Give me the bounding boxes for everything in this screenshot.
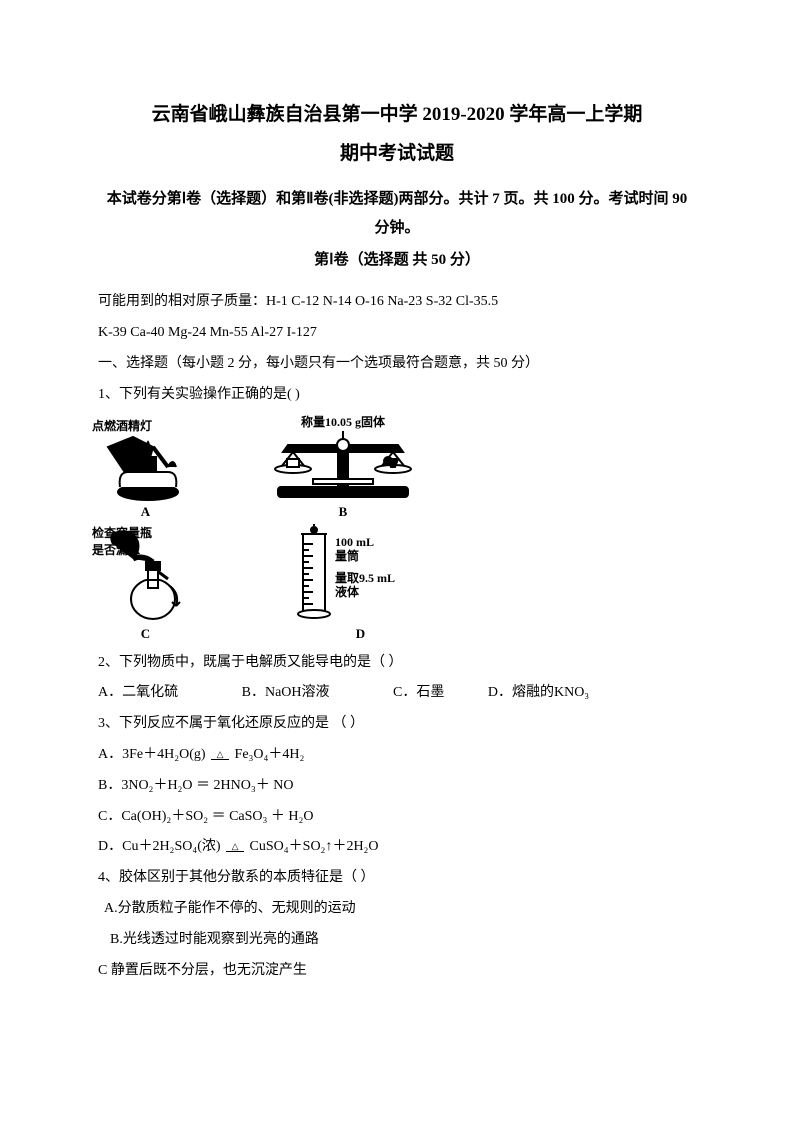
q3-d-post: CuSO₄＋SO₂↑＋2H₂O <box>246 839 379 854</box>
q3-stem: 3、下列反应不属于氧化还原反应的是 （ ） <box>98 709 696 740</box>
q1-fig-a-label: A <box>98 504 193 520</box>
q1-fig-c-caption: 检查容量瓶 是否漏水 <box>92 524 152 558</box>
section-instruction: 一、选择题（每小题 2 分，每小题只有一个选项最符合题意，共 50 分） <box>98 349 696 380</box>
q4-opt-b: B.光线透过时能观察到光亮的通路 <box>98 925 696 956</box>
q1-fig-d-cap3: 量取9.5 mL <box>335 571 395 585</box>
q1-fig-c-caption2: 是否漏水 <box>92 543 140 557</box>
q1-fig-d-cap1: 100 mL <box>335 535 374 549</box>
q4-opt-c: C 静置后既不分层，也无沉淀产生 <box>98 956 696 987</box>
graduated-cylinder-icon: 100 mL 量筒 量取9.5 mL 液体 <box>283 524 438 624</box>
q1-fig-b-label: B <box>253 504 433 520</box>
title-line-1: 云南省峨山彝族自治县第一中学 2019-2020 学年高一上学期 <box>98 100 696 130</box>
q2-stem: 2、下列物质中，既属于电解质又能导电的是（ ） <box>98 648 696 679</box>
q4-opt-a: A.分散质粒子能作不停的、无规则的运动 <box>98 894 696 925</box>
q1-fig-b: 称量10.05 g固体 <box>253 417 433 520</box>
q3-opt-b: B．3NO₂＋H₂O ＝ 2HNO₃＋ NO <box>98 771 696 802</box>
q2-opt-c: C．石墨 <box>393 678 444 709</box>
q3-a-post: Fe₃O₄＋4H₂ <box>231 747 304 762</box>
preamble-line2: 分钟。 <box>374 220 419 236</box>
q4-stem: 4、胶体区别于其他分散系的本质特征是（ ） <box>98 863 696 894</box>
q1-fig-a: 点燃酒精灯 A <box>98 417 193 520</box>
atomic-masses-1: 可能用到的相对原子质量：H-1 C-12 N-14 O-16 Na-23 S-3… <box>98 287 696 318</box>
q1-stem: 1、下列有关实验操作正确的是( ) <box>98 380 696 411</box>
q2-options: A．二氧化硫 B．NaOH溶液 C．石墨 D．熔融的KNO₃ <box>98 678 696 709</box>
q1-fig-d: 100 mL 量筒 量取9.5 mL 液体 D <box>283 524 438 642</box>
q1-fig-d-cap4: 液体 <box>335 584 360 599</box>
q1-fig-b-caption: 称量10.05 g固体 <box>273 413 413 430</box>
q1-fig-c: 检查容量瓶 是否漏水 C <box>98 524 193 642</box>
q3-a-pre: A．3Fe＋4H₂O(g) <box>98 747 209 762</box>
section-1-header: 第Ⅰ卷（选择题 共 50 分） <box>98 248 696 269</box>
q2-opt-b: B．NaOH溶液 <box>242 678 330 709</box>
q1-fig-d-label: D <box>283 626 438 642</box>
q3-opt-a: A．3Fe＋4H₂O(g) △ Fe₃O₄＋4H₂ <box>98 740 696 771</box>
title-line-2: 期中考试试题 <box>98 138 696 165</box>
preamble-line1: 本试卷分第Ⅰ卷（选择题）和第Ⅱ卷(非选择题)两部分。共计 7 页。共 100 分… <box>107 191 688 207</box>
atomic-masses-2: K-39 Ca-40 Mg-24 Mn-55 Al-27 I-127 <box>98 318 696 349</box>
heat-delta-icon: △ <box>226 842 244 852</box>
q1-fig-a-caption: 点燃酒精灯 <box>92 417 152 434</box>
heat-delta-icon: △ <box>211 750 229 760</box>
q2-opt-d: D．熔融的KNO₃ <box>488 678 589 709</box>
q2-opt-a: A．二氧化硫 <box>98 678 178 709</box>
q1-fig-d-cap2: 量筒 <box>335 548 359 563</box>
q1-fig-c-caption1: 检查容量瓶 <box>92 526 152 540</box>
q1-figures: 点燃酒精灯 A 称量10.05 g固体 <box>98 417 696 642</box>
q3-opt-d: D．Cu＋2H₂SO₄(浓) △ CuSO₄＋SO₂↑＋2H₂O <box>98 832 696 863</box>
q3-opt-c: C．Ca(OH)₂＋SO₂ ＝ CaSO₃ ＋ H₂O <box>98 802 696 833</box>
preamble: 本试卷分第Ⅰ卷（选择题）和第Ⅱ卷(非选择题)两部分。共计 7 页。共 100 分… <box>98 185 696 242</box>
q3-d-pre: D．Cu＋2H₂SO₄(浓) <box>98 839 224 854</box>
q1-fig-c-label: C <box>98 626 193 642</box>
